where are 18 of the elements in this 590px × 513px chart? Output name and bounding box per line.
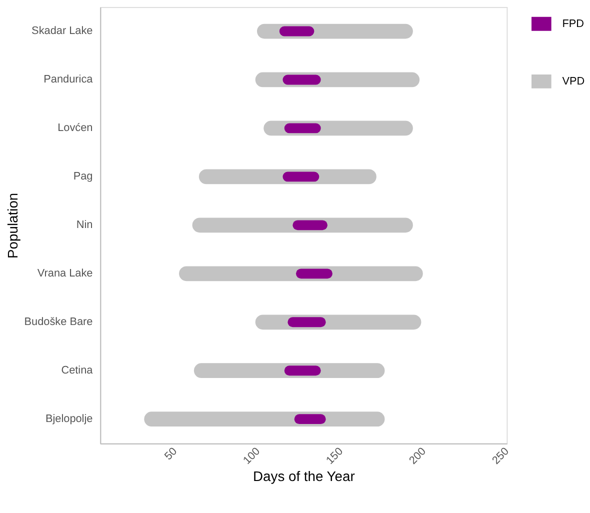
- x-tick-label: 100: [241, 446, 263, 467]
- y-tick-label: Lovćen: [58, 122, 93, 134]
- y-tick-label: Nin: [76, 219, 93, 232]
- x-tick-label: 200: [407, 446, 428, 467]
- legend-label: VPD: [562, 75, 585, 88]
- x-tick-label: 250: [490, 446, 512, 467]
- y-tick-label: Pag: [73, 170, 93, 183]
- x-tick-label: 150: [324, 446, 346, 467]
- y-tick-label: Bjelopolje: [45, 413, 93, 426]
- x-tick-label: 50: [162, 446, 180, 463]
- y-tick-label: Vrana Lake: [37, 268, 93, 280]
- y-tick-label: Cetina: [61, 364, 94, 377]
- y-tick-label: Pandurica: [44, 74, 94, 86]
- x-axis-title: Days of the Year: [253, 468, 356, 484]
- y-tick-label: Skadar Lake: [32, 25, 93, 38]
- y-axis-title: Population: [4, 192, 20, 258]
- y-tick-label: Budoške Bare: [24, 316, 93, 328]
- legend-label: FPD: [562, 18, 584, 30]
